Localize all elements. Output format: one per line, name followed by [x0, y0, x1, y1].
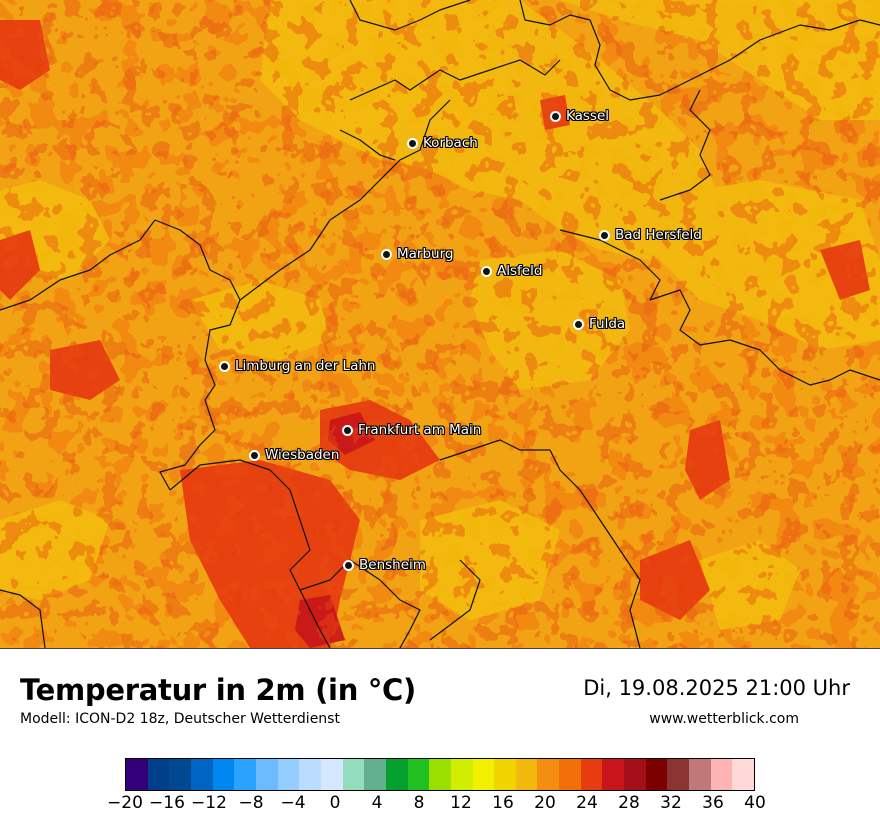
- map-title: Temperatur in 2m (in °C): [20, 673, 416, 707]
- city-label: Bad Hersfeld: [615, 227, 702, 243]
- legend-tick-label: −12: [191, 793, 227, 813]
- legend-swatch: [472, 759, 495, 790]
- city-label: Kassel: [566, 108, 610, 124]
- legend-swatch: [602, 759, 625, 790]
- city-marker-marburg: Marburg: [381, 246, 453, 262]
- legend-tick-label: 28: [618, 793, 640, 813]
- legend-swatch: [429, 759, 451, 790]
- legend-tick-label: −4: [280, 793, 306, 813]
- city-label: Korbach: [423, 135, 478, 151]
- legend-swatch: [234, 759, 256, 790]
- city-label: Fulda: [589, 316, 626, 332]
- legend-tick-label: 24: [576, 793, 598, 813]
- city-label: Frankfurt am Main: [358, 422, 482, 438]
- legend-swatch: [407, 759, 430, 790]
- legend-swatch: [169, 759, 191, 790]
- city-label: Wiesbaden: [265, 447, 340, 463]
- city-dot-icon: [599, 229, 610, 241]
- map-footer: Temperatur in 2m (in °C) Modell: ICON-D2…: [0, 648, 880, 831]
- legend-tick-label: 4: [371, 793, 383, 813]
- city-dot-icon: [381, 248, 392, 260]
- state-borders: [0, 0, 880, 648]
- legend-swatch: [320, 759, 343, 790]
- legend-swatch: [342, 759, 365, 790]
- city-label: Bensheim: [359, 557, 426, 573]
- legend-swatch: [147, 759, 170, 790]
- city-label: Marburg: [397, 246, 454, 262]
- legend-swatch: [732, 759, 755, 790]
- legend-swatch: [689, 759, 711, 790]
- legend-swatch: [580, 759, 603, 790]
- legend-swatch: [450, 759, 473, 790]
- city-marker-frankfurt: Frankfurt am Main: [342, 422, 481, 438]
- legend-swatch: [494, 759, 516, 790]
- legend-tick-label: 40: [744, 793, 766, 813]
- color-legend: [125, 758, 755, 791]
- legend-swatch: [515, 759, 538, 790]
- legend-swatch: [645, 759, 668, 790]
- city-marker-bensheim: Bensheim: [343, 557, 426, 573]
- city-marker-limburg: Limburg an der Lahn: [219, 358, 375, 374]
- legend-swatch: [667, 759, 690, 790]
- legend-swatch: [624, 759, 646, 790]
- temperature-field: [0, 0, 880, 648]
- temperature-map: Kassel Korbach Bad Hersfeld Marburg Alsf…: [0, 0, 880, 648]
- city-dot-icon: [550, 110, 561, 122]
- model-source: Modell: ICON-D2 18z, Deutscher Wetterdie…: [20, 711, 340, 727]
- city-marker-alsfeld: Alsfeld: [481, 263, 542, 279]
- legend-tick-label: 20: [534, 793, 556, 813]
- legend-tick-label: 36: [702, 793, 724, 813]
- city-marker-korbach: Korbach: [407, 135, 478, 151]
- legend-swatch: [277, 759, 300, 790]
- legend-tick-label: −16: [149, 793, 185, 813]
- city-marker-kassel: Kassel: [550, 108, 609, 124]
- legend-swatch: [710, 759, 733, 790]
- legend-tick-label: −8: [238, 793, 264, 813]
- city-dot-icon: [573, 318, 584, 330]
- city-marker-bad-hersfeld: Bad Hersfeld: [599, 227, 702, 243]
- legend-tick-label: 12: [450, 793, 472, 813]
- city-dot-icon: [249, 449, 260, 461]
- legend-swatch: [385, 759, 408, 790]
- website-credit: www.wetterblick.com: [649, 711, 799, 727]
- city-dot-icon: [219, 360, 230, 372]
- legend-ticks: −20 −16 −12 −8 −4 0 4 8 12 16 20 24 28 32 36 40: [107, 793, 766, 815]
- legend-swatch: [212, 759, 235, 790]
- forecast-datetime: Di, 19.08.2025 21:00 Uhr: [583, 676, 850, 700]
- legend-tick-label: 32: [660, 793, 682, 813]
- legend-swatch: [559, 759, 581, 790]
- city-label: Alsfeld: [497, 263, 543, 279]
- city-dot-icon: [407, 137, 418, 149]
- legend-swatch: [364, 759, 386, 790]
- legend-swatch: [190, 759, 213, 790]
- legend-tick-label: 8: [413, 793, 425, 813]
- city-dot-icon: [481, 265, 492, 277]
- city-marker-fulda: Fulda: [573, 316, 625, 332]
- city-dot-icon: [343, 559, 354, 571]
- legend-swatch: [537, 759, 560, 790]
- city-label: Limburg an der Lahn: [235, 358, 376, 374]
- city-marker-wiesbaden: Wiesbaden: [249, 447, 339, 463]
- legend-swatch: [299, 759, 321, 790]
- legend-swatch: [126, 759, 148, 790]
- legend-tick-label: −20: [107, 793, 143, 813]
- legend-tick-label: 16: [492, 793, 514, 813]
- city-dot-icon: [342, 424, 353, 436]
- legend-tick-label: 0: [329, 793, 341, 813]
- legend-swatch: [255, 759, 278, 790]
